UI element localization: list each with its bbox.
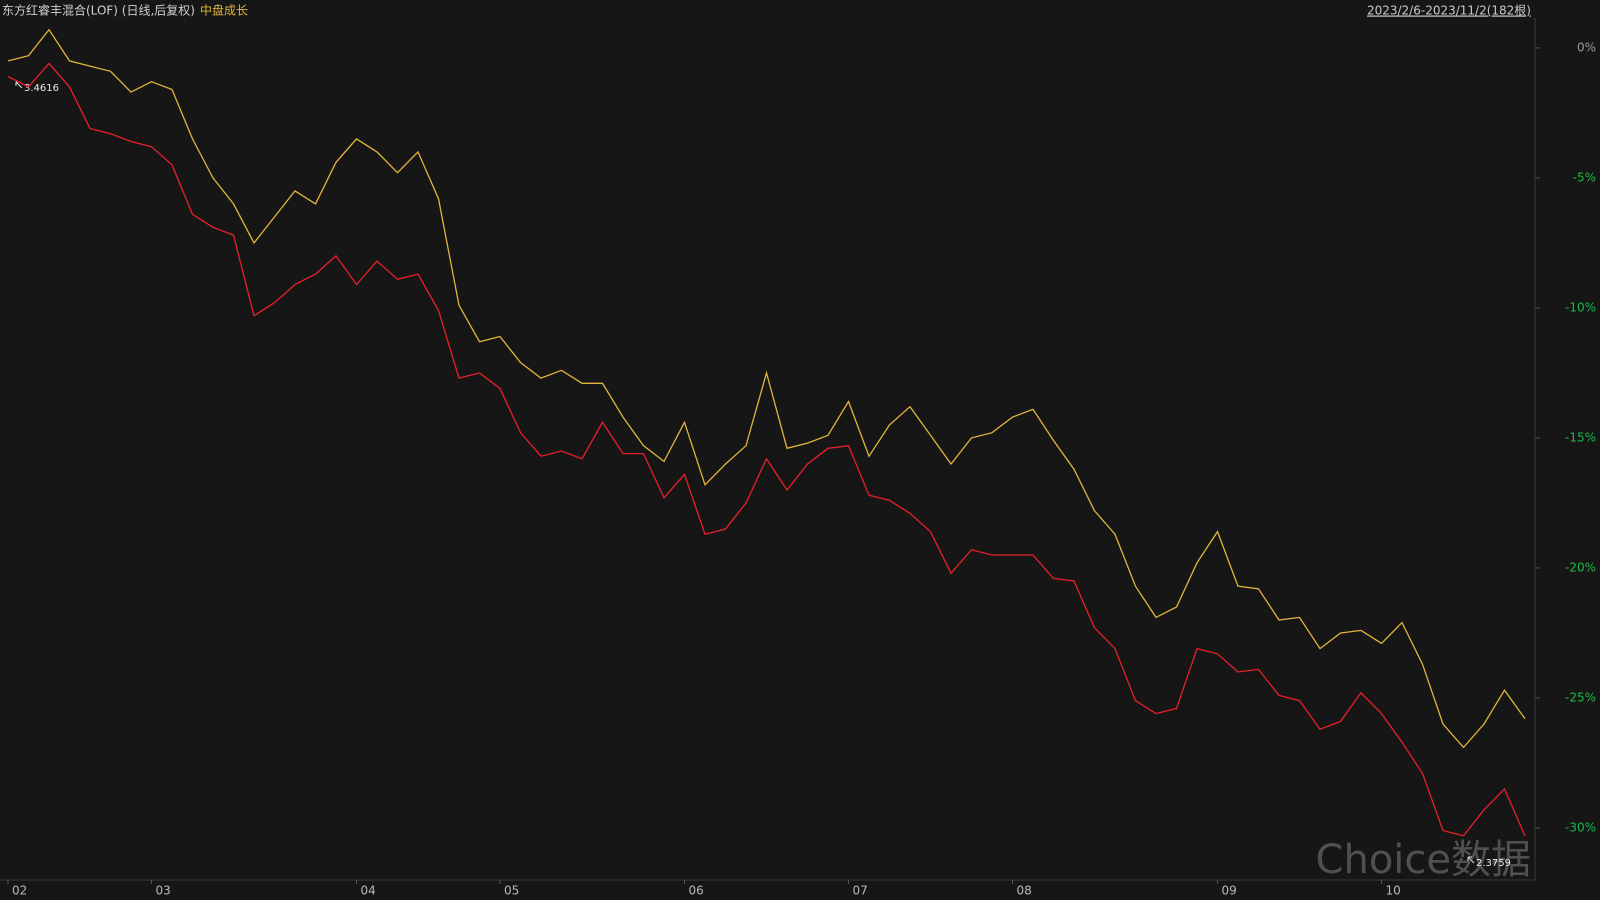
y-tick-label: -25% xyxy=(1565,690,1596,704)
y-tick-label: 0% xyxy=(1577,40,1596,54)
x-tick-label: 06 xyxy=(689,884,704,898)
y-tick-label: -30% xyxy=(1565,820,1596,834)
legend-entry: 中盘成长 xyxy=(200,3,248,18)
x-tick-label: 07 xyxy=(853,884,868,898)
x-tick-label: 05 xyxy=(504,884,519,898)
series-line xyxy=(7,62,1526,837)
y-tick-label: -15% xyxy=(1565,430,1596,444)
min-arrow xyxy=(1467,856,1475,864)
x-tick-label: 09 xyxy=(1222,884,1237,898)
min-label: 2.3759 xyxy=(1476,858,1511,869)
y-tick-label: -10% xyxy=(1565,300,1596,314)
chart-title: 东方红睿丰混合(LOF) (日线,后复权) xyxy=(2,3,195,18)
x-tick-label: 03 xyxy=(156,884,171,898)
y-tick-label: -20% xyxy=(1565,560,1596,574)
date-range[interactable]: 2023/2/6-2023/11/2(182根) xyxy=(1367,4,1531,18)
max-label: 3.4616 xyxy=(24,83,59,94)
watermark: Choice数据 xyxy=(1316,837,1531,883)
series-line xyxy=(7,28,1526,749)
y-tick-label: -5% xyxy=(1573,170,1596,184)
x-tick-label: 08 xyxy=(1017,884,1032,898)
x-tick-label: 04 xyxy=(361,884,376,898)
x-tick-label: 10 xyxy=(1386,884,1401,898)
x-tick-label: 02 xyxy=(12,884,27,898)
